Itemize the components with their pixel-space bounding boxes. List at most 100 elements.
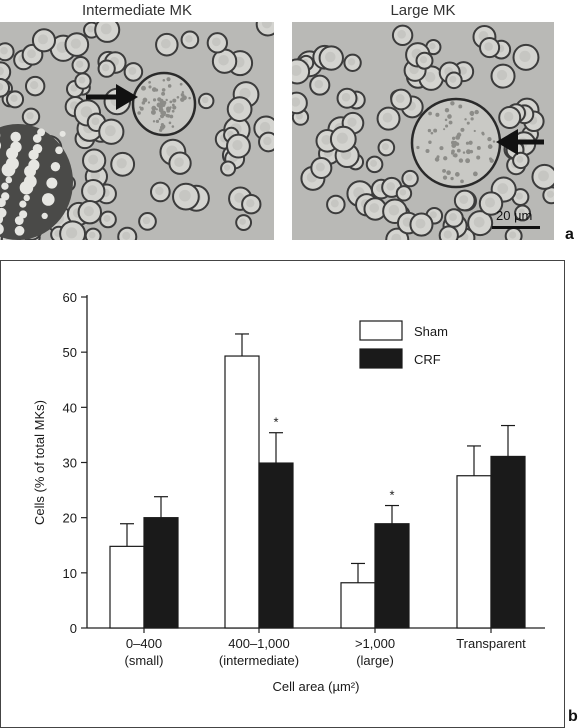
- clump-highlight: [59, 130, 66, 137]
- bar-crf: [374, 523, 410, 629]
- granule: [448, 114, 452, 117]
- granule: [176, 95, 180, 99]
- clump-highlight: [0, 198, 6, 208]
- bar-sham: [340, 582, 376, 629]
- granule: [487, 137, 492, 142]
- granule: [454, 172, 460, 177]
- y-tick-label: 20: [63, 511, 77, 526]
- cell-center: [30, 80, 39, 90]
- arrow-left-icon: [496, 129, 518, 155]
- granule: [443, 156, 448, 161]
- cell-center: [100, 23, 112, 35]
- granule: [469, 149, 474, 154]
- granule: [481, 131, 485, 135]
- granule: [161, 91, 166, 96]
- clump-highlight: [0, 207, 7, 218]
- cell-center: [429, 42, 436, 50]
- granule: [468, 140, 473, 145]
- cell-center: [232, 139, 243, 151]
- granule: [456, 148, 461, 153]
- granule: [167, 84, 172, 88]
- granule: [172, 98, 177, 103]
- granule: [155, 108, 158, 111]
- granule: [141, 85, 146, 91]
- clump-highlight: [32, 134, 42, 143]
- cell-center: [239, 218, 246, 225]
- granule: [466, 121, 470, 125]
- cell-center: [473, 216, 485, 228]
- cell-center: [155, 186, 164, 196]
- cell-center: [104, 125, 116, 137]
- granule: [139, 106, 144, 111]
- cell-center: [419, 56, 428, 64]
- cell-center: [391, 233, 402, 240]
- cell-center: [128, 66, 137, 75]
- right-panel-title: Large MK: [390, 2, 456, 19]
- legend-swatch-sham: [359, 320, 403, 341]
- granule: [476, 155, 481, 160]
- cell-center: [211, 37, 221, 47]
- granule: [169, 114, 174, 119]
- cell-center: [415, 218, 426, 229]
- clump-highlight: [0, 142, 2, 150]
- clump-highlight: [1, 162, 16, 177]
- granule: [166, 113, 169, 117]
- cell-center: [518, 208, 525, 216]
- granule: [161, 88, 166, 92]
- granule: [448, 120, 453, 125]
- granule: [434, 157, 440, 162]
- bar-sham: [109, 545, 145, 629]
- granule: [460, 127, 465, 132]
- granule: [171, 103, 175, 107]
- cell-center: [315, 162, 325, 172]
- cell-center: [179, 189, 191, 202]
- clump-highlight: [41, 212, 48, 220]
- granule: [151, 105, 157, 111]
- clump-highlight: [6, 147, 19, 160]
- granule: [172, 105, 177, 110]
- y-tick-label: 50: [63, 345, 77, 360]
- granule: [452, 154, 455, 157]
- granule: [476, 145, 481, 150]
- cell-center: [369, 203, 380, 213]
- granule: [179, 82, 183, 86]
- granule: [443, 128, 446, 131]
- cell-center: [26, 112, 34, 120]
- granule: [155, 119, 160, 124]
- cell-center: [122, 231, 131, 240]
- x-tick-label: Transparent: [456, 636, 526, 651]
- cell: [0, 78, 11, 98]
- granule: [425, 148, 430, 153]
- cell-center: [201, 96, 209, 104]
- granule: [137, 111, 141, 115]
- granule: [159, 114, 165, 119]
- legend-label-sham: Sham: [414, 324, 448, 339]
- cell-center: [484, 42, 493, 51]
- cell-center: [259, 121, 271, 133]
- clump-highlight: [14, 225, 25, 236]
- cell-center: [386, 182, 395, 191]
- granule: [428, 140, 432, 144]
- granule: [148, 85, 152, 89]
- granule: [444, 107, 450, 113]
- granule: [436, 155, 440, 159]
- bar-chart: 0 10 20 30 40 50 60 Cells (% of total MKs) 0–400…: [32, 290, 545, 694]
- cell-center: [347, 58, 356, 66]
- cell-center: [388, 204, 400, 216]
- granule: [439, 146, 444, 151]
- cell-center: [325, 51, 336, 63]
- clump-highlight: [41, 193, 55, 206]
- blood-cells: [292, 24, 554, 240]
- cell-center: [263, 136, 272, 146]
- cell-center: [218, 54, 229, 66]
- clump-highlight: [37, 128, 46, 137]
- cell-center: [382, 112, 393, 123]
- granule: [444, 118, 448, 122]
- granule: [148, 81, 151, 84]
- cell-center: [223, 164, 231, 171]
- granule: [474, 109, 479, 115]
- cell-center: [102, 64, 110, 72]
- granule: [465, 149, 471, 155]
- scale-bar: [492, 226, 540, 229]
- cell-center: [88, 154, 99, 165]
